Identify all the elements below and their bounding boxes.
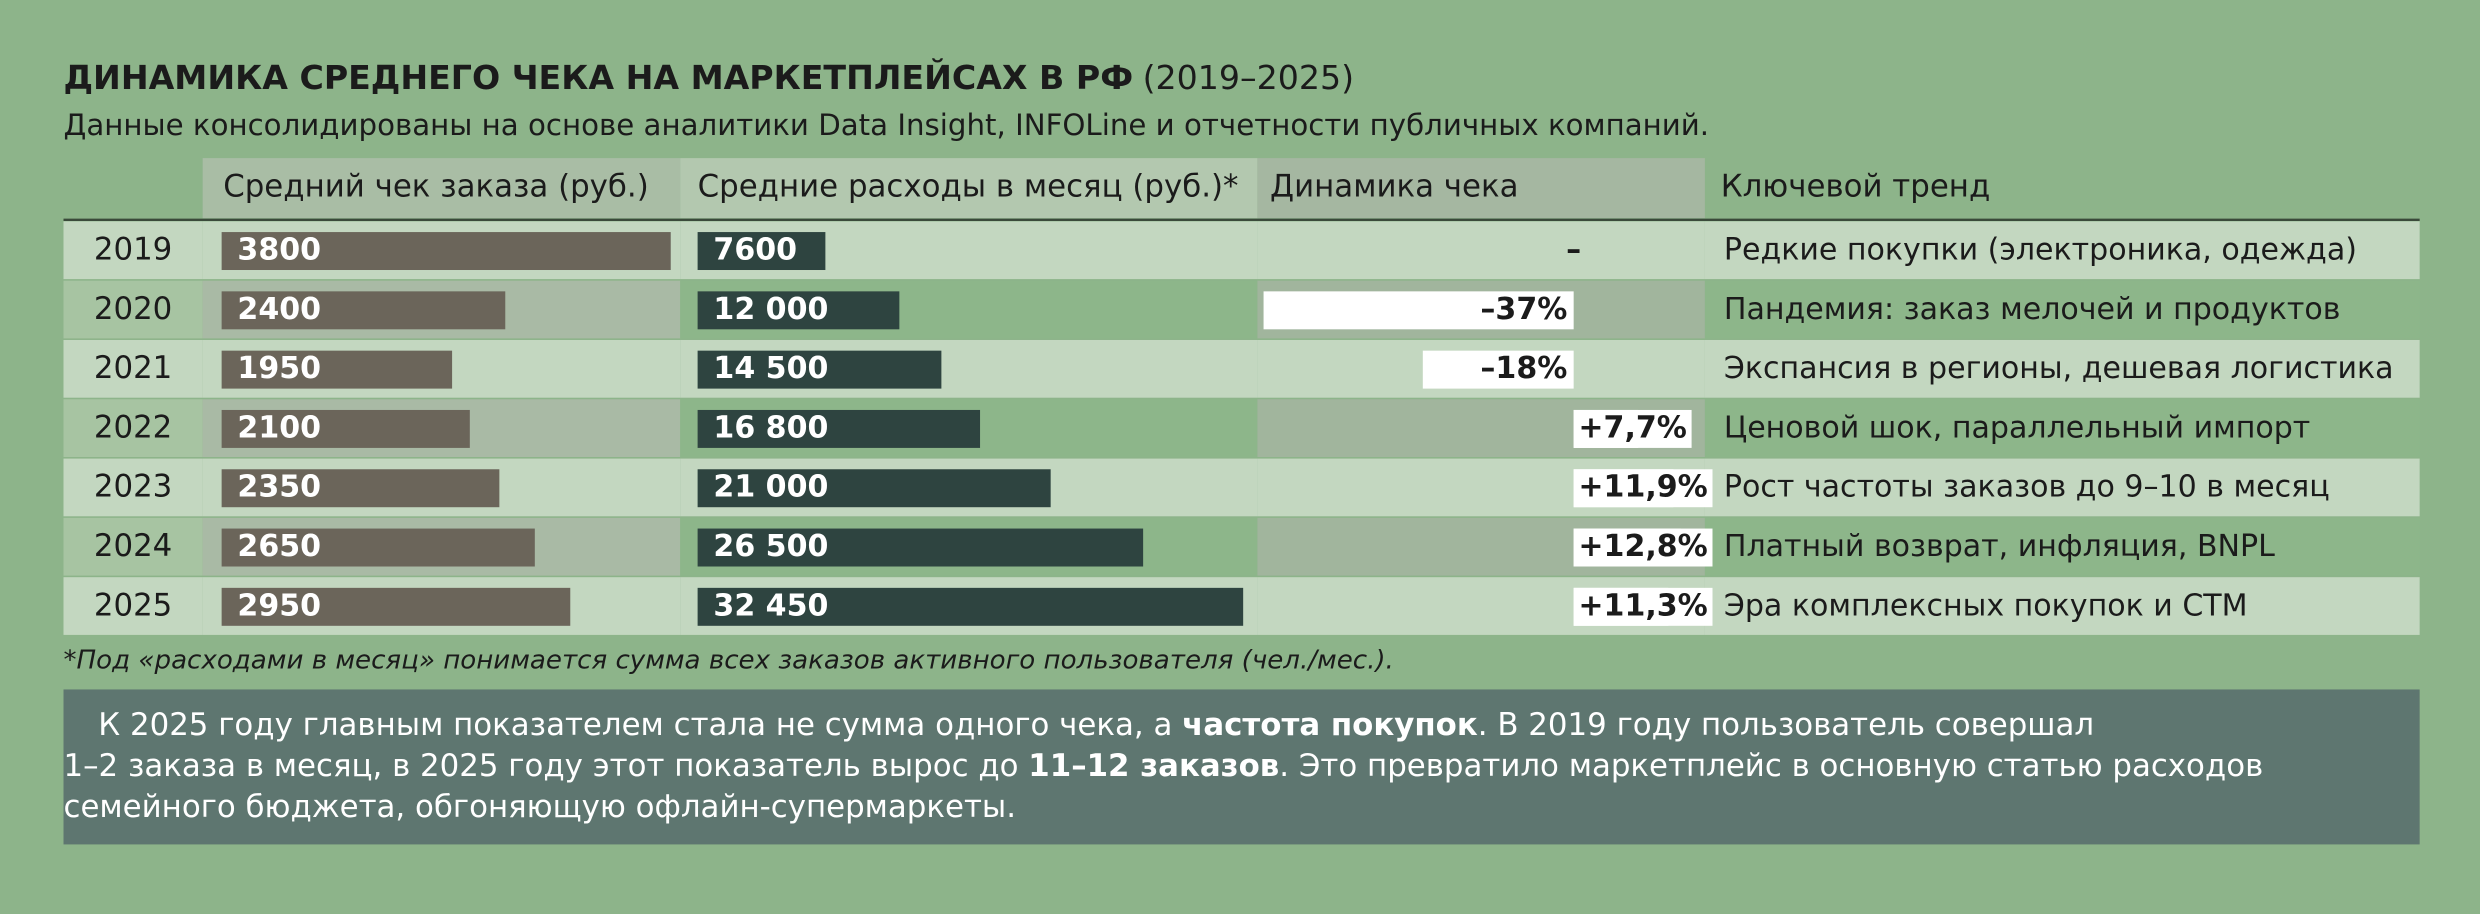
header-cell bbox=[202, 158, 681, 219]
change-label: +11,9% bbox=[1578, 470, 1707, 505]
bar bbox=[697, 409, 981, 448]
bar bbox=[1422, 350, 1574, 389]
change-label: +12,8% bbox=[1578, 529, 1707, 564]
trend-label: Пандемия: заказ мелочей и продуктов bbox=[1724, 292, 2341, 327]
subtitle: Данные консолидированы на основе аналити… bbox=[64, 108, 1710, 142]
change-label: –18% bbox=[1480, 351, 1567, 386]
bar-label: 32 450 bbox=[713, 588, 828, 623]
year-label: 2020 bbox=[94, 291, 172, 327]
summary-text: . Это превратило маркетплейс в основную … bbox=[1279, 747, 2263, 783]
bar bbox=[697, 469, 1051, 508]
bar-label: 2950 bbox=[237, 588, 321, 623]
column-header: Средний чек заказа (руб.) bbox=[223, 169, 649, 205]
bar-label: 2400 bbox=[237, 292, 321, 327]
summary-text: К 2025 году главным показателем стала не… bbox=[98, 706, 1182, 742]
table-cell bbox=[63, 458, 203, 517]
footnote: *Под «расходами в месяц» понимается сумм… bbox=[64, 645, 1394, 675]
title: ДИНАМИКА СРЕДНЕГО ЧЕКА НА МАРКЕТПЛЕЙСАХ … bbox=[64, 57, 1355, 97]
bar bbox=[697, 350, 942, 389]
change-label: +11,3% bbox=[1578, 588, 1707, 623]
change-label: +7,7% bbox=[1578, 410, 1686, 445]
header-cell bbox=[680, 158, 1258, 219]
title-main: ДИНАМИКА СРЕДНЕГО ЧЕКА НА МАРКЕТПЛЕЙСАХ … bbox=[64, 57, 1134, 97]
table-cell bbox=[1704, 458, 2420, 517]
bar-label: 1950 bbox=[237, 351, 321, 386]
bar-label: 16 800 bbox=[713, 410, 828, 445]
table-cell bbox=[1257, 221, 1705, 280]
bar-label: 7600 bbox=[713, 233, 797, 268]
year-label: 2023 bbox=[94, 469, 172, 505]
trend-label: Экспансия в регионы, дешевая логистика bbox=[1724, 351, 2394, 386]
summary-box bbox=[63, 689, 2420, 845]
change-label: –37% bbox=[1480, 292, 1567, 327]
bar bbox=[1263, 291, 1574, 330]
bar-label: 12 000 bbox=[713, 292, 828, 327]
table-body: 2019 3800 7600 – Редкие покупки (электроника… bbox=[63, 221, 2420, 635]
year-label: 2022 bbox=[94, 409, 172, 445]
trend-label: Ценовой шок, параллельный импорт bbox=[1724, 410, 2310, 445]
summary-emphasis: 11–12 заказов bbox=[1028, 747, 1279, 783]
bar bbox=[221, 232, 671, 271]
bar bbox=[221, 409, 470, 448]
column-header: Средние расходы в месяц (руб.)* bbox=[698, 169, 1239, 205]
summary-emphasis: частота покупок bbox=[1182, 706, 1478, 742]
trend-label: Редкие покупки (электроника, одежда) bbox=[1724, 233, 2357, 268]
summary-line: К 2025 году главным показателем стала не… bbox=[98, 706, 2094, 742]
bar bbox=[697, 291, 900, 330]
table-cell bbox=[63, 221, 203, 280]
column-header: Динамика чека bbox=[1270, 169, 1518, 205]
table-cell bbox=[1704, 399, 2420, 457]
bar bbox=[697, 528, 1144, 567]
table-cell bbox=[63, 577, 203, 635]
summary-line: семейного бюджета, обгоняющую офлайн-суп… bbox=[64, 789, 1017, 825]
bar bbox=[221, 350, 453, 389]
table-cell bbox=[63, 399, 203, 457]
label-background bbox=[1573, 409, 1692, 448]
bar-label: 2100 bbox=[237, 410, 321, 445]
bar bbox=[221, 469, 500, 508]
table-cell bbox=[1704, 577, 2420, 635]
trend-label: Платный возврат, инфляция, BNPL bbox=[1724, 529, 2275, 564]
change-label: – bbox=[1566, 233, 1581, 268]
year-label: 2021 bbox=[94, 350, 172, 386]
year-label: 2024 bbox=[94, 528, 172, 564]
bar-label: 26 500 bbox=[713, 529, 828, 564]
trend-label: Рост частоты заказов до 9–10 в месяц bbox=[1724, 470, 2330, 505]
table-cell bbox=[63, 280, 203, 339]
bar-label: 2350 bbox=[237, 470, 321, 505]
bar bbox=[221, 587, 571, 626]
bar bbox=[697, 232, 826, 271]
label-background bbox=[1573, 469, 1713, 508]
summary-line: 1–2 заказа в месяц, в 2025 году этот пок… bbox=[64, 747, 2264, 783]
summary-text: семейного бюджета, обгоняющую офлайн-суп… bbox=[64, 789, 1017, 825]
table-cell bbox=[1704, 517, 2420, 576]
bar-label: 14 500 bbox=[713, 351, 828, 386]
bar-label: 2650 bbox=[237, 529, 321, 564]
bar bbox=[221, 291, 506, 330]
year-label: 2019 bbox=[94, 232, 172, 268]
header-cell bbox=[1257, 158, 1705, 219]
summary-text: 1–2 заказа в месяц, в 2025 году этот пок… bbox=[64, 747, 1029, 783]
table-cell bbox=[63, 517, 203, 576]
trend-label: Эра комплексных покупок и СТМ bbox=[1724, 588, 2248, 623]
column-header: Ключевой тренд bbox=[1721, 169, 1991, 205]
bar bbox=[221, 528, 535, 567]
bar bbox=[697, 587, 1244, 626]
table-cell bbox=[1704, 280, 2420, 339]
year-label: 2025 bbox=[94, 587, 172, 623]
table-cell bbox=[63, 339, 203, 398]
label-background bbox=[1573, 528, 1713, 567]
label-background bbox=[1573, 587, 1713, 626]
title-period: (2019–2025) bbox=[1143, 58, 1354, 97]
table-cell bbox=[1704, 221, 2420, 280]
bar-label: 21 000 bbox=[713, 470, 828, 505]
bar-label: 3800 bbox=[237, 233, 321, 268]
summary-text: . В 2019 году пользователь совершал bbox=[1478, 706, 2094, 742]
table-cell bbox=[1704, 339, 2420, 398]
